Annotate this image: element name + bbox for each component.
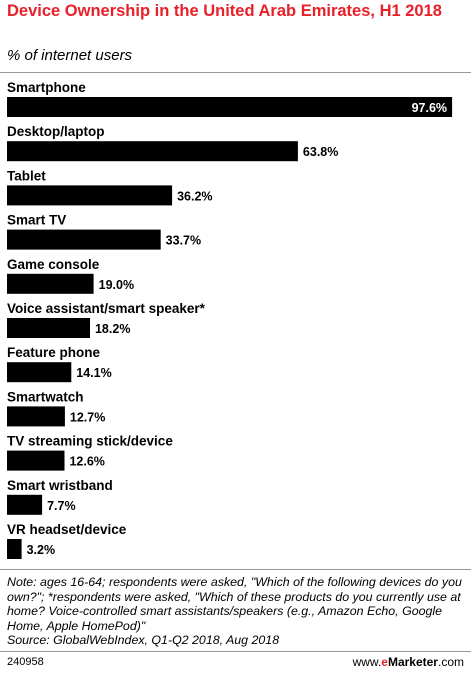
note-text: Note: ages 16-64; respondents were asked… bbox=[7, 575, 462, 633]
value-label: 12.6% bbox=[69, 455, 104, 469]
chart-subtitle: % of internet users bbox=[7, 47, 133, 64]
bar bbox=[7, 406, 65, 427]
value-label: 7.7% bbox=[47, 499, 76, 513]
bar bbox=[7, 229, 161, 250]
category-label: Smart TV bbox=[7, 213, 66, 228]
bar bbox=[7, 97, 453, 117]
brand-name: Marketer bbox=[387, 655, 438, 669]
value-label: 18.2% bbox=[95, 322, 130, 336]
header-divider bbox=[0, 72, 471, 73]
bar bbox=[7, 362, 72, 383]
bar bbox=[7, 185, 173, 206]
value-label: 3.2% bbox=[27, 543, 56, 557]
category-label: Smartwatch bbox=[7, 389, 84, 404]
notes-divider bbox=[0, 569, 471, 570]
bar bbox=[7, 494, 43, 515]
value-label: 36.2% bbox=[177, 189, 212, 203]
category-label: Smartphone bbox=[7, 80, 86, 95]
category-label: Game console bbox=[7, 257, 100, 272]
value-label: 97.6% bbox=[412, 101, 447, 115]
category-label: Desktop/laptop bbox=[7, 124, 105, 139]
value-label: 12.7% bbox=[70, 410, 105, 424]
bar bbox=[7, 539, 22, 559]
category-label: Smart wristband bbox=[7, 478, 113, 493]
chart-id: 240958 bbox=[7, 656, 44, 668]
emarketer-logo: www.eMarketer.com bbox=[353, 655, 464, 669]
brand-suffix: .com bbox=[437, 655, 464, 669]
value-label: 33.7% bbox=[166, 234, 201, 248]
source-text: Source: GlobalWebIndex, Q1-Q2 2018, Aug … bbox=[7, 633, 280, 648]
category-label: VR headset/device bbox=[7, 522, 127, 537]
footer-divider bbox=[0, 651, 471, 652]
category-label: TV streaming stick/device bbox=[7, 434, 173, 449]
value-label: 19.0% bbox=[99, 278, 134, 292]
bar bbox=[7, 318, 90, 338]
brand-prefix: www. bbox=[352, 655, 382, 669]
bar bbox=[7, 273, 94, 294]
bar-chart: Smartphone 97.6% Desktop/laptop 63.8% Tablet… bbox=[7, 80, 453, 559]
bar bbox=[7, 141, 298, 162]
bar bbox=[7, 450, 65, 471]
value-label: 14.1% bbox=[76, 366, 111, 380]
value-label: 63.8% bbox=[303, 145, 338, 159]
category-label: Voice assistant/smart speaker* bbox=[7, 301, 206, 316]
brand-e: e bbox=[381, 655, 388, 669]
category-label: Tablet bbox=[7, 168, 46, 183]
chart-title: Device Ownership in the United Arab Emir… bbox=[7, 2, 442, 20]
chart-notes: Note: ages 16-64; respondents were asked… bbox=[7, 575, 467, 648]
category-label: Feature phone bbox=[7, 345, 101, 360]
